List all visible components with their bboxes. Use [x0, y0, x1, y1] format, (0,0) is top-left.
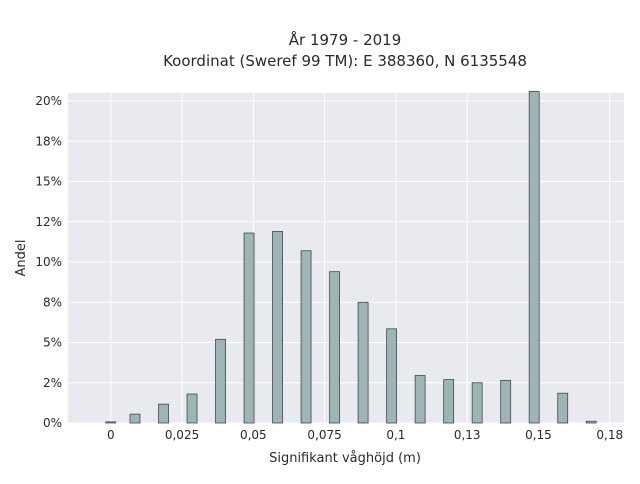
x-tick-label: 0,13 — [454, 428, 481, 442]
bar — [158, 403, 169, 424]
y-tick-label: 15% — [35, 175, 62, 189]
y-tick-label: 18% — [35, 134, 62, 148]
y-tick-label: 8% — [43, 295, 62, 309]
bar — [329, 271, 340, 424]
plot-area — [68, 93, 624, 423]
y-tick-label: 0% — [43, 416, 62, 430]
bar — [105, 421, 117, 424]
x-tick-label: 0,05 — [240, 428, 267, 442]
bar — [300, 250, 312, 424]
y-axis-ticks: 0% 2% 5% 8% 10% 12% 15% 18% 20% — [35, 94, 62, 430]
bar — [443, 379, 455, 424]
bar — [272, 231, 283, 424]
y-tick-label: 20% — [35, 94, 62, 108]
bar — [528, 90, 540, 424]
bar — [500, 379, 512, 424]
bar — [186, 393, 198, 424]
bars — [105, 90, 597, 424]
bar — [357, 301, 369, 424]
bar — [557, 392, 569, 424]
x-tick-label: 0 — [107, 428, 115, 442]
bar — [414, 375, 426, 424]
y-tick-label: 5% — [43, 336, 62, 350]
y-tick-label: 12% — [35, 215, 62, 229]
bar — [585, 420, 597, 424]
x-axis-ticks: 0 0,025 0,05 0,075 0,1 0,13 0,15 0,18 — [107, 428, 623, 442]
y-tick-label: 2% — [43, 376, 62, 390]
bar — [215, 338, 226, 424]
x-tick-label: 0,15 — [525, 428, 552, 442]
x-tick-label: 0,025 — [165, 428, 199, 442]
bar — [386, 328, 398, 424]
chart-subtitle: Koordinat (Sweref 99 TM): E 388360, N 61… — [163, 52, 527, 70]
chart-title: År 1979 - 2019 — [289, 30, 402, 49]
x-tick-label: 0,18 — [596, 428, 623, 442]
bar — [471, 382, 483, 424]
bar — [129, 413, 141, 424]
x-tick-label: 0,075 — [307, 428, 341, 442]
x-tick-label: 0,1 — [386, 428, 405, 442]
y-tick-label: 10% — [35, 255, 62, 269]
y-axis-label: Andel — [14, 240, 29, 277]
x-axis-label: Signifikant våghöjd (m) — [269, 451, 421, 466]
bar — [243, 232, 255, 424]
